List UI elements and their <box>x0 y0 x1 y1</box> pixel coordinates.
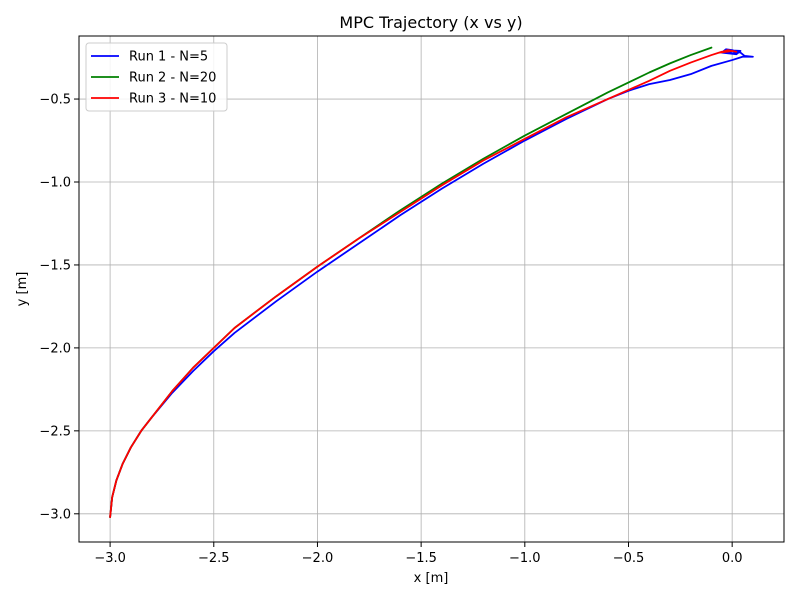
chart-title: MPC Trajectory (x vs y) <box>339 13 522 32</box>
legend-label-3: Run 3 - N=10 <box>129 92 216 107</box>
x-tick-label: −2.5 <box>198 551 230 566</box>
x-tick-label: −0.5 <box>613 551 645 566</box>
x-axis-label: x [m] <box>414 571 449 586</box>
legend-box <box>85 42 228 112</box>
x-tick-label: 0.0 <box>722 551 743 566</box>
y-tick-label: −2.0 <box>39 341 71 356</box>
axis-ticks: −3.0 −2.5 −2.0 −1.5 −1.0 −0.5 0.0 −3.0 −2.5 −2.0 −… <box>39 93 742 566</box>
x-tick-label: −1.0 <box>509 551 541 566</box>
y-tick-label: −2.5 <box>39 424 71 439</box>
series-line-3 <box>109 49 738 519</box>
plot-frame <box>78 35 785 543</box>
y-axis-label: y [m] <box>15 272 30 307</box>
y-tick-label: −3.0 <box>39 507 71 522</box>
y-tick-label: −1.5 <box>39 258 71 273</box>
y-tick-label: −1.0 <box>39 175 71 190</box>
grid-lines <box>79 36 784 542</box>
legend: Run 1 - N=5 Run 2 - N=20 Run 3 - N=10 <box>85 42 228 112</box>
series-layer <box>109 46 754 519</box>
series-line-2 <box>109 46 713 519</box>
x-tick-label: −2.0 <box>302 551 334 566</box>
y-tick-label: −0.5 <box>39 93 71 108</box>
x-tick-label: −3.0 <box>94 551 126 566</box>
legend-label-2: Run 2 - N=20 <box>129 71 216 86</box>
series-line-1 <box>109 48 754 519</box>
legend-label-1: Run 1 - N=5 <box>129 50 208 65</box>
x-tick-label: −1.5 <box>405 551 437 566</box>
